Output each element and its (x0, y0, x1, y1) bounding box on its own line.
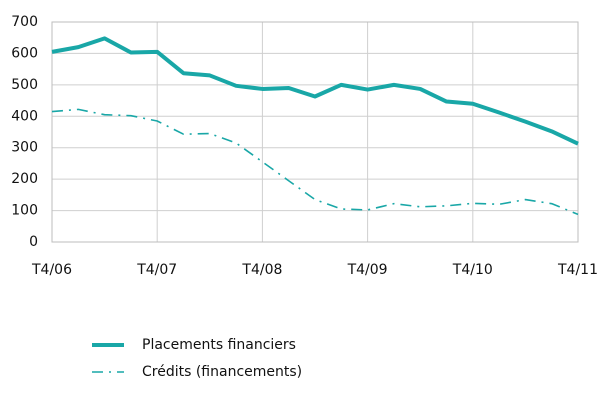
y-tick-label: 200 (11, 171, 38, 187)
y-tick-label: 500 (11, 77, 38, 93)
x-tick-label: T4/09 (347, 262, 388, 278)
y-tick-label: 0 (29, 234, 38, 250)
x-tick-label: T4/11 (557, 262, 598, 278)
x-tick-label: T4/10 (452, 262, 493, 278)
x-tick-label: T4/07 (136, 262, 177, 278)
x-tick-label: T4/08 (241, 262, 282, 278)
series-line (51, 36, 579, 146)
series-line (51, 108, 579, 216)
y-tick-label: 400 (11, 108, 38, 124)
y-tick-label: 600 (11, 45, 38, 61)
legend-label: Placements financiers (142, 337, 296, 353)
plot-frame (51, 21, 579, 243)
y-tick-label: 100 (11, 203, 38, 219)
y-tick-label: 300 (11, 140, 38, 156)
legend-label: Crédits (financements) (142, 364, 302, 380)
y-tick-label: 700 (11, 14, 38, 30)
x-tick-label: T4/06 (31, 262, 72, 278)
